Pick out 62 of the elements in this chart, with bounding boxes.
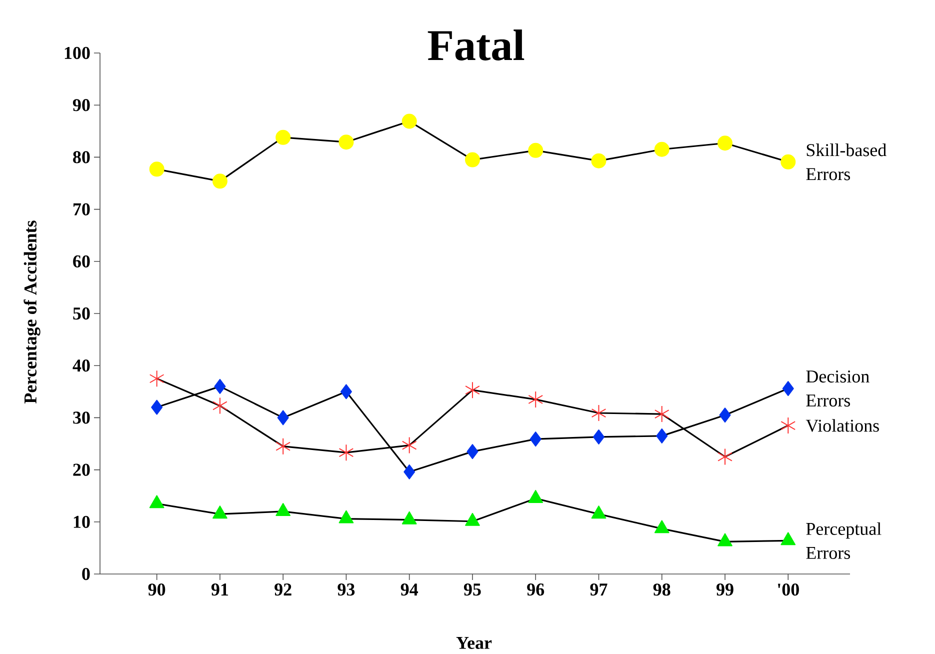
y-tick-label: 80 xyxy=(73,151,90,164)
y-tick-label: 60 xyxy=(73,255,90,268)
point xyxy=(151,400,163,415)
y-tick-label: 100 xyxy=(64,46,90,60)
point xyxy=(530,432,542,447)
y-tick-label: 0 xyxy=(82,568,90,580)
x-tick-label: 98 xyxy=(653,584,670,596)
x-tick-label: 96 xyxy=(527,584,544,596)
point xyxy=(591,404,606,422)
y-tick-label: 70 xyxy=(74,203,90,216)
y-tick-label: 10 xyxy=(74,516,90,528)
point xyxy=(214,378,226,394)
point xyxy=(780,154,796,170)
point xyxy=(591,153,606,168)
point xyxy=(718,136,733,151)
point xyxy=(654,142,670,157)
point xyxy=(719,408,731,423)
series-label: Skill-based Errors xyxy=(806,144,886,180)
point xyxy=(338,444,354,462)
x-tick-label: 97 xyxy=(590,584,608,596)
point xyxy=(464,152,480,168)
point xyxy=(465,382,480,399)
series-label: Violations xyxy=(806,419,879,432)
y-tick-label: 20 xyxy=(73,464,90,476)
point xyxy=(276,438,291,455)
point xyxy=(528,390,544,408)
x-tick-label: 93 xyxy=(338,584,355,596)
series-label: Decision Errors xyxy=(806,370,870,407)
y-tick-label: 50 xyxy=(73,307,90,320)
x-tick-label: 95 xyxy=(464,584,481,596)
point xyxy=(528,142,544,158)
point xyxy=(592,429,604,444)
point xyxy=(212,174,228,189)
chart-title: Fatal xyxy=(428,30,524,60)
point xyxy=(149,370,164,388)
point xyxy=(466,444,478,460)
x-tick-label: 99 xyxy=(716,584,734,596)
x-tick-label: 94 xyxy=(400,584,418,596)
x-tick-label: 92 xyxy=(274,584,292,596)
point xyxy=(338,134,354,150)
point xyxy=(340,384,352,400)
x-tick-label: '00 xyxy=(778,584,799,596)
point xyxy=(276,130,291,145)
x-tick-label: 90 xyxy=(148,584,166,596)
point xyxy=(277,410,289,426)
point xyxy=(402,436,417,454)
point xyxy=(654,406,670,423)
point xyxy=(780,417,796,434)
y-tick-label: 30 xyxy=(73,412,90,424)
point xyxy=(404,464,416,480)
y-tick-label: 90 xyxy=(72,99,90,112)
x-tick-label: 91 xyxy=(211,584,228,596)
point xyxy=(782,381,794,396)
point xyxy=(212,397,228,414)
point xyxy=(718,448,732,466)
point xyxy=(149,162,164,177)
point xyxy=(402,114,417,129)
x-axis-title: Year xyxy=(456,637,492,649)
y-axis-title: Percentage of Accidents xyxy=(24,220,40,404)
series-label: Perceptual Errors xyxy=(806,522,882,559)
point xyxy=(656,428,668,444)
y-tick-label: 40 xyxy=(72,360,90,372)
